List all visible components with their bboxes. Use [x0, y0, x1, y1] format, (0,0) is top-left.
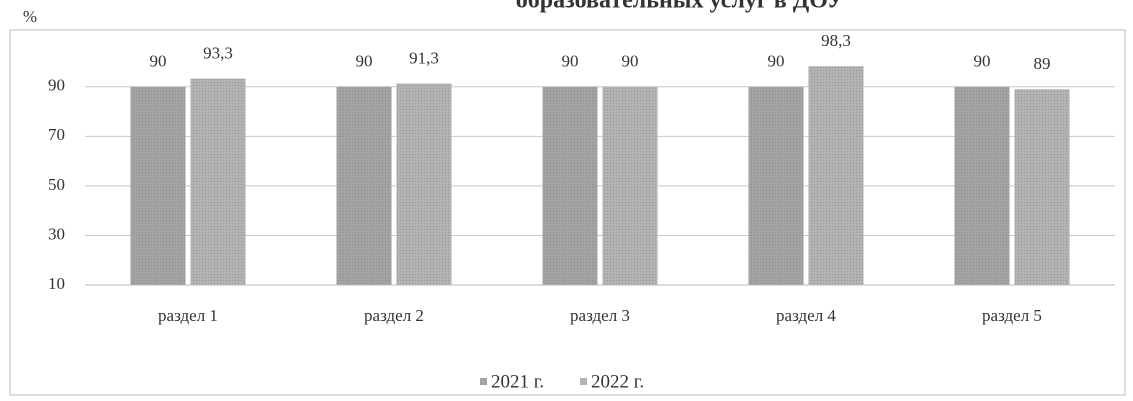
value-label: 90	[622, 52, 639, 71]
bar-texture	[542, 86, 598, 286]
y-tick-label: 90	[48, 76, 65, 95]
chart-title: образовательных услуг в ДОУ	[516, 0, 845, 14]
bar-texture	[748, 86, 804, 286]
y-tick-label: 30	[48, 224, 65, 243]
bar-texture	[190, 78, 246, 286]
bar-texture	[130, 86, 186, 286]
bar-texture	[808, 66, 864, 285]
bar-texture	[396, 83, 452, 285]
value-label: 90	[562, 52, 579, 71]
value-label: 90	[768, 52, 785, 71]
x-tick-label: раздел 2	[364, 306, 424, 325]
y-axis-label: %	[23, 7, 37, 26]
legend-label: 2021 г.	[491, 371, 544, 392]
bar-texture	[954, 86, 1010, 286]
x-tick-label: раздел 5	[982, 306, 1042, 325]
value-label: 90	[150, 52, 167, 71]
bar-texture	[602, 86, 658, 286]
y-tick-label: 70	[48, 125, 65, 144]
value-label: 93,3	[203, 44, 233, 63]
value-label: 89	[1034, 54, 1051, 73]
value-label: 91,3	[409, 48, 439, 67]
value-label: 90	[974, 52, 991, 71]
legend-swatch	[580, 378, 587, 385]
value-label: 90	[356, 52, 373, 71]
y-tick-label: 10	[48, 274, 65, 293]
y-tick-label: 50	[48, 175, 65, 194]
legend-label: 2022 г.	[591, 371, 644, 392]
x-tick-label: раздел 3	[570, 306, 630, 325]
x-tick-label: раздел 4	[776, 306, 836, 325]
value-label: 98,3	[821, 31, 851, 50]
legend-swatch	[480, 378, 487, 385]
bar-texture	[336, 86, 392, 286]
bar-texture	[1014, 89, 1070, 285]
chart-frame	[9, 29, 1126, 396]
x-tick-label: раздел 1	[158, 306, 218, 325]
